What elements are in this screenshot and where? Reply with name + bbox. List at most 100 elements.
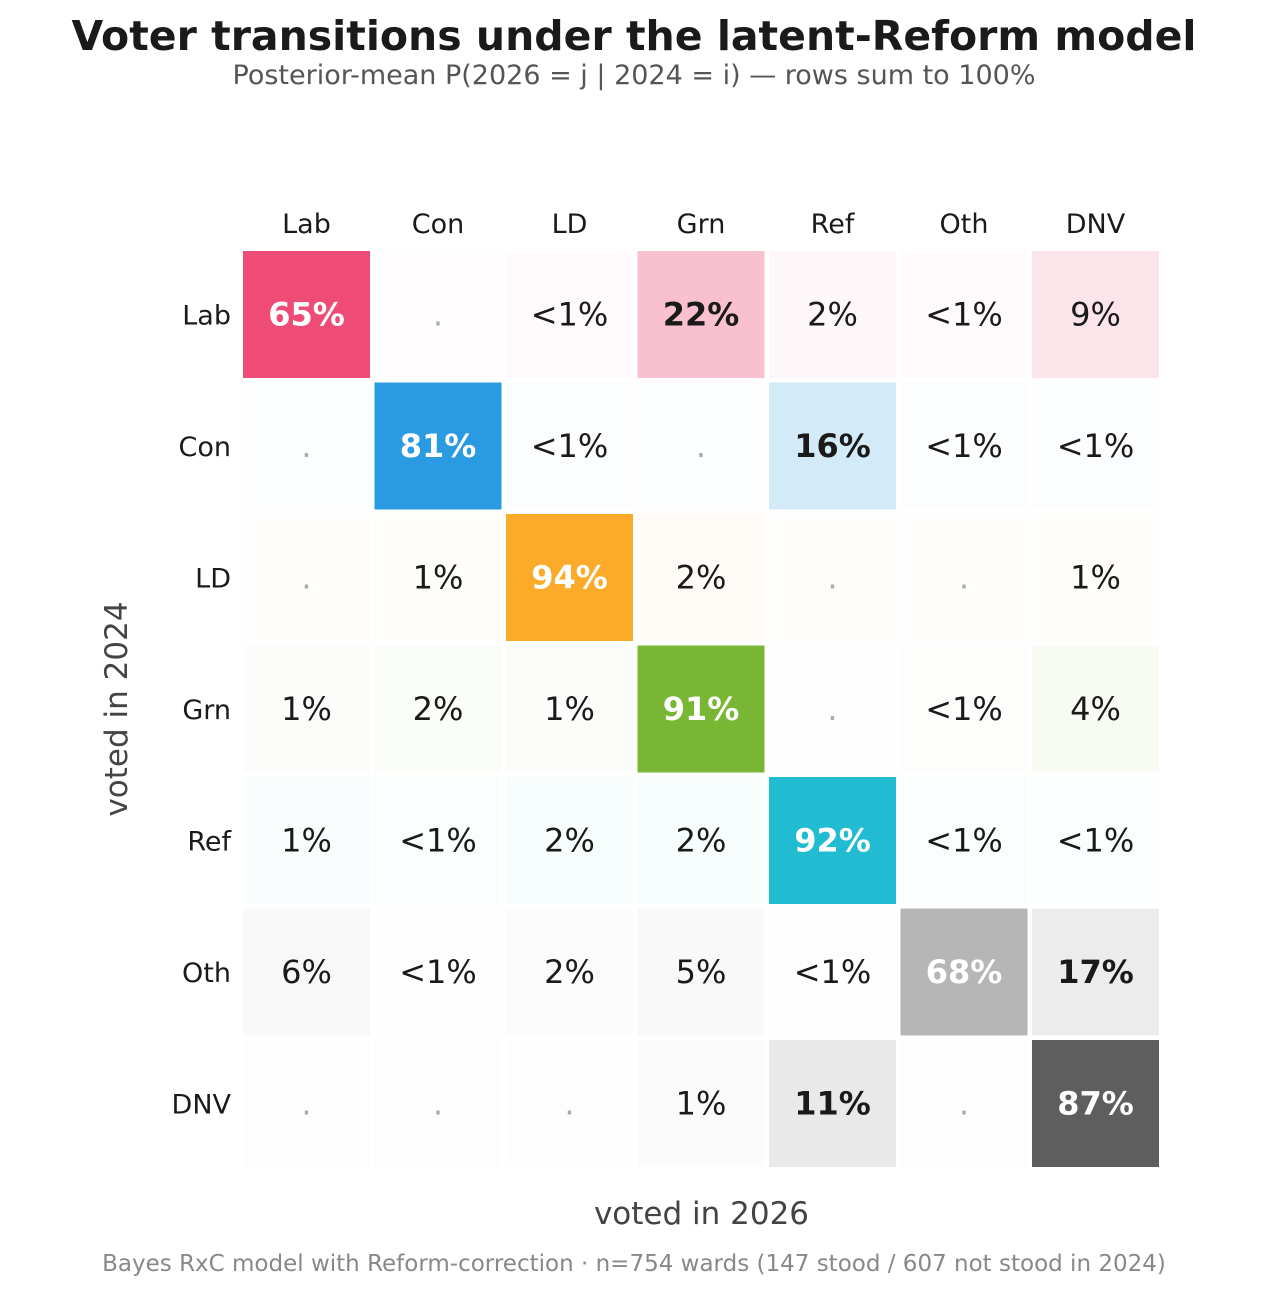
cell-oth-to-dnv — [1032, 908, 1159, 1036]
cell-label-con-to-oth: <1% — [925, 427, 1003, 465]
cell-label-lab-to-oth: <1% — [925, 296, 1003, 334]
cell-label-dnv-to-oth: . — [959, 1085, 969, 1123]
cell-label-oth-to-lab: 6% — [281, 953, 332, 991]
y-axis-label: voted in 2024 — [99, 601, 135, 817]
cell-label-lab-to-lab: 65% — [268, 296, 345, 334]
cell-oth-to-oth — [900, 908, 1028, 1036]
cell-con-to-lab — [243, 382, 370, 510]
cell-label-ref-to-oth: <1% — [925, 822, 1003, 860]
cell-lab-to-lab — [243, 251, 370, 378]
cell-dnv-to-ref — [769, 1040, 896, 1167]
cell-label-ref-to-ld: 2% — [544, 822, 595, 860]
x-tick-label-grn: Grn — [677, 209, 726, 240]
cell-ld-to-ref — [769, 514, 896, 641]
cell-label-con-to-grn: . — [696, 427, 706, 465]
cell-ref-to-ref — [769, 777, 896, 904]
cell-label-ld-to-dnv: 1% — [1070, 559, 1121, 597]
x-tick-label-ld: LD — [552, 209, 588, 240]
cell-dnv-to-oth — [900, 1040, 1028, 1167]
cell-lab-to-ref — [769, 251, 896, 378]
cell-label-dnv-to-ld: . — [564, 1085, 574, 1123]
x-tick-label-dnv: DNV — [1066, 209, 1126, 240]
y-tick-label-dnv: DNV — [172, 1090, 232, 1121]
cell-label-oth-to-grn: 5% — [676, 953, 727, 991]
cell-ld-to-lab — [243, 514, 370, 641]
y-tick-label-grn: Grn — [182, 695, 231, 726]
cell-ld-to-ld — [506, 514, 633, 641]
cell-con-to-grn — [637, 382, 765, 510]
cell-grn-to-dnv — [1032, 645, 1159, 773]
cell-dnv-to-ld — [506, 1040, 633, 1167]
cell-label-lab-to-grn: 22% — [663, 296, 740, 334]
x-tick-label-oth: Oth — [940, 209, 989, 240]
chart-title: Voter transitions under the latent-Refor… — [71, 12, 1197, 60]
cell-oth-to-ref — [769, 908, 896, 1036]
cell-dnv-to-dnv — [1032, 1040, 1159, 1167]
cell-dnv-to-lab — [243, 1040, 370, 1167]
cell-label-grn-to-ld: 1% — [544, 690, 595, 728]
cell-label-ld-to-ld: 94% — [531, 559, 608, 597]
cell-label-oth-to-ref: <1% — [794, 953, 872, 991]
cell-ref-to-grn — [637, 777, 765, 904]
cell-label-con-to-con: 81% — [400, 427, 477, 465]
cell-con-to-ld — [506, 382, 633, 510]
cell-oth-to-ld — [506, 908, 633, 1036]
cell-label-grn-to-grn: 91% — [663, 690, 740, 728]
cell-label-grn-to-lab: 1% — [281, 690, 332, 728]
cell-label-ref-to-lab: 1% — [281, 822, 332, 860]
cell-con-to-ref — [769, 382, 896, 510]
x-tick-label-lab: Lab — [282, 209, 331, 240]
cell-label-dnv-to-con: . — [433, 1085, 443, 1123]
cell-lab-to-ld — [506, 251, 633, 378]
cell-label-grn-to-oth: <1% — [925, 690, 1003, 728]
cell-ref-to-ld — [506, 777, 633, 904]
cell-con-to-dnv — [1032, 382, 1159, 510]
cell-grn-to-ref — [769, 645, 896, 773]
cell-label-lab-to-ref: 2% — [807, 296, 858, 334]
cell-lab-to-dnv — [1032, 251, 1159, 378]
cell-oth-to-grn — [637, 908, 765, 1036]
cell-ld-to-con — [374, 514, 502, 641]
y-tick-label-oth: Oth — [182, 958, 231, 989]
cell-label-lab-to-dnv: 9% — [1070, 296, 1121, 334]
cell-ref-to-dnv — [1032, 777, 1159, 904]
cell-ref-to-con — [374, 777, 502, 904]
y-tick-label-ld: LD — [195, 564, 231, 595]
cell-label-con-to-lab: . — [301, 427, 311, 465]
cell-ref-to-oth — [900, 777, 1028, 904]
cell-label-grn-to-ref: . — [827, 690, 837, 728]
cell-lab-to-oth — [900, 251, 1028, 378]
cell-lab-to-grn — [637, 251, 765, 378]
cell-grn-to-grn — [637, 645, 765, 773]
cell-label-oth-to-dnv: 17% — [1057, 953, 1134, 991]
cell-label-con-to-ref: 16% — [794, 427, 871, 465]
x-tick-label-ref: Ref — [811, 209, 856, 240]
cell-label-oth-to-con: <1% — [399, 953, 477, 991]
cell-label-ref-to-grn: 2% — [676, 822, 727, 860]
cell-label-ld-to-ref: . — [827, 559, 837, 597]
cell-label-ref-to-con: <1% — [399, 822, 477, 860]
y-tick-label-con: Con — [179, 432, 231, 463]
cell-grn-to-ld — [506, 645, 633, 773]
cell-grn-to-oth — [900, 645, 1028, 773]
cell-grn-to-lab — [243, 645, 370, 773]
cell-label-ld-to-lab: . — [301, 559, 311, 597]
cell-dnv-to-grn — [637, 1040, 765, 1167]
cell-ld-to-dnv — [1032, 514, 1159, 641]
cell-con-to-con — [374, 382, 502, 510]
chart-footer: Bayes RxC model with Reform-correction ·… — [102, 1251, 1166, 1277]
cell-ld-to-grn — [637, 514, 765, 641]
cell-label-ld-to-con: 1% — [413, 559, 464, 597]
cell-label-ref-to-dnv: <1% — [1057, 822, 1135, 860]
cell-label-dnv-to-ref: 11% — [794, 1085, 871, 1123]
cell-grn-to-con — [374, 645, 502, 773]
x-tick-label-con: Con — [412, 209, 464, 240]
cell-label-ld-to-grn: 2% — [676, 559, 727, 597]
y-tick-label-lab: Lab — [182, 301, 231, 332]
cell-label-con-to-ld: <1% — [531, 427, 609, 465]
cell-label-oth-to-ld: 2% — [544, 953, 595, 991]
cell-label-ref-to-ref: 92% — [794, 822, 871, 860]
cell-label-dnv-to-lab: . — [301, 1085, 311, 1123]
cell-label-dnv-to-dnv: 87% — [1057, 1085, 1134, 1123]
